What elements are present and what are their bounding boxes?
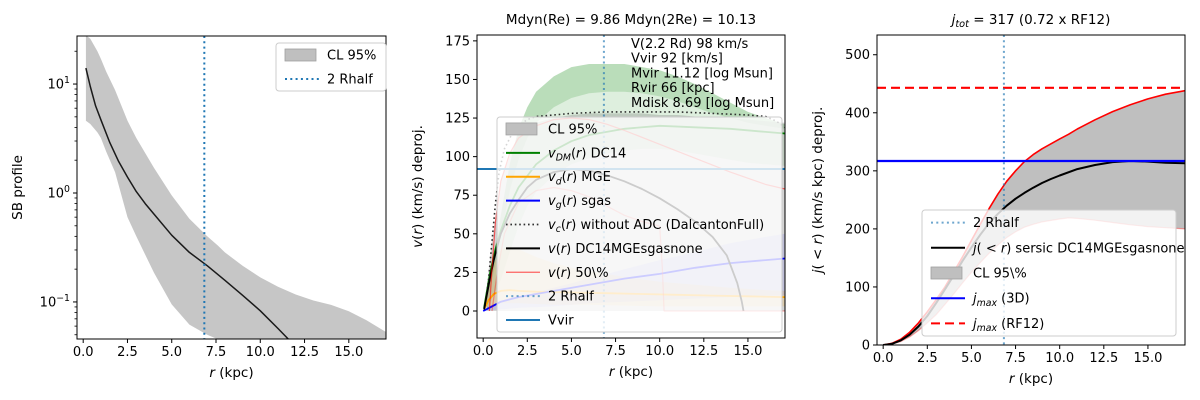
annotation-line: Rvir 66 [kpc] <box>631 81 715 96</box>
x-tick-label: 0.0 <box>473 344 494 359</box>
y-tick-label: 125 <box>445 112 470 127</box>
legend-entry-label: vDM(r) DC14 <box>548 146 626 163</box>
x-tick-label: 12.5 <box>689 344 718 359</box>
legend-entry-label: 2 Rhalf <box>327 73 373 88</box>
legend-patch-sample <box>930 266 963 280</box>
x-tick-label: 0.0 <box>73 345 94 360</box>
x-tick-label: 7.5 <box>206 345 227 360</box>
legend-entry-label: CL 95% <box>548 122 597 137</box>
x-tick-label: 2.5 <box>117 345 138 360</box>
y-tick-label: 0 <box>862 339 870 354</box>
y-tick-label: 400 <box>845 106 870 121</box>
legend-entry-label: CL 95% <box>327 49 376 64</box>
x-tick-label: 10.0 <box>645 344 674 359</box>
legend-entry-label: v(r) 50\% <box>548 266 609 281</box>
vc-noadc-dotted-line <box>484 111 785 307</box>
rotation-curves-panel-legend: CL 95% vDM(r) DC14 vd(r) MGE vg(r) sgas vc(r… <box>496 116 783 333</box>
legend-entry-label: CL 95\% <box>973 267 1027 282</box>
y-tick-label: 100 <box>48 184 71 201</box>
y-tick-label: 150 <box>445 73 470 88</box>
legend-entry-label: jmax (RF12) <box>971 317 1044 334</box>
annotation-line: V(2.2 Rd) 98 km/s <box>631 37 749 52</box>
x-tick-label: 5.0 <box>561 344 582 359</box>
x-tick-label: 2.5 <box>517 344 538 359</box>
x-tick-label: 15.0 <box>733 344 762 359</box>
x-tick-label: 15.0 <box>1133 351 1162 366</box>
x-axis-label: r (kpc) <box>1009 371 1053 387</box>
sb-median-line <box>85 67 290 339</box>
sb-profile-panel: 0.0 2.5 5.0 7.5 10.0 12.5 15.0 101 100 10−1 r (kpc… <box>10 35 387 381</box>
y-tick-label: 10−1 <box>40 293 70 310</box>
y-tick-label: 100 <box>445 150 470 165</box>
legend-entry-label: 2 Rhalf <box>548 290 594 305</box>
legend-entry-label: v(r) DC14MGEsgasnone <box>548 242 703 257</box>
legend-entry-label: vc(r) without ADC (DalcantonFull) <box>548 218 764 235</box>
axes-frame <box>876 34 1186 346</box>
legend-patch-sample <box>505 122 538 136</box>
x-tick-label: 15.0 <box>334 345 363 360</box>
x-tick-label: 5.0 <box>161 345 182 360</box>
sb-profile-panel-legend: CL 95% 2 Rhalf <box>275 42 387 92</box>
annotation-line: Mdisk 8.69 [log Msun] <box>631 96 774 111</box>
y-tick-label: 75 <box>453 189 470 204</box>
x-tick-label: 12.5 <box>290 345 319 360</box>
y-tick-label: 175 <box>445 34 470 49</box>
legend-entry-label: j( < r) sersic DC14MGEsgasnone <box>971 241 1185 256</box>
y-tick-label: 101 <box>48 75 71 92</box>
rotation-curves-panel: 0.0 2.5 5.0 7.5 10.0 12.5 15.0 0 25 50 75 100 125 150… <box>410 12 786 380</box>
y-tick-label: 50 <box>453 227 470 242</box>
panel-title: Mdyn(Re) = 9.86 Mdyn(2Re) = 10.13 <box>506 12 756 28</box>
legend-box <box>496 116 783 333</box>
annotation-line: Vvir 92 [km/s] <box>631 52 723 67</box>
y-tick-label: 500 <box>845 48 870 63</box>
x-tick-label: 12.5 <box>1089 351 1118 366</box>
angular-momentum-panel: 0.0 2.5 5.0 7.5 10.0 12.5 15.0 0 100 200 300 400 500… <box>810 12 1186 387</box>
panel-title: jtot = 317 (0.72 x RF12) <box>950 12 1111 30</box>
x-tick-label: 10.0 <box>1045 351 1074 366</box>
x-tick-label: 5.0 <box>961 351 982 366</box>
y-tick-label: 300 <box>845 164 870 179</box>
x-tick-label: 7.5 <box>1005 351 1026 366</box>
x-axis-label: r (kpc) <box>609 364 653 380</box>
legend-entry-label: vd(r) MGE <box>548 170 611 187</box>
x-tick-label: 10.0 <box>246 345 275 360</box>
legend-box <box>921 209 1177 337</box>
legend-entry-label: jmax (3D) <box>971 292 1030 309</box>
annotation-line: Mvir 11.12 [log Msun] <box>631 66 773 81</box>
axes-frame <box>76 35 387 340</box>
legend-entry-label: vg(r) sgas <box>548 194 611 211</box>
angular-momentum-panel-legend: 2 Rhalf j( < r) sersic DC14MGEsgasnone CL … <box>921 209 1185 337</box>
y-tick-label: 100 <box>845 280 870 295</box>
x-axis-label: r (kpc) <box>209 365 253 381</box>
y-tick-label: 200 <box>845 222 870 237</box>
x-tick-label: 0.0 <box>873 351 894 366</box>
y-tick-label: 25 <box>453 266 470 281</box>
axes-frame <box>476 34 786 339</box>
y-axis-label: v(r) (km/s) deproj. <box>410 125 426 248</box>
y-axis-label: j( < r) (km/s kpc) deproj. <box>810 107 826 276</box>
cl95-band <box>85 36 386 339</box>
legend-entry-label: 2 Rhalf <box>973 216 1019 231</box>
y-tick-label: 0 <box>462 304 470 319</box>
legend-entry-label: Vvir <box>548 314 574 329</box>
legend-patch-sample <box>284 48 317 62</box>
x-tick-label: 2.5 <box>917 351 938 366</box>
y-axis-label: SB profile <box>10 155 26 220</box>
x-tick-label: 7.5 <box>605 344 626 359</box>
